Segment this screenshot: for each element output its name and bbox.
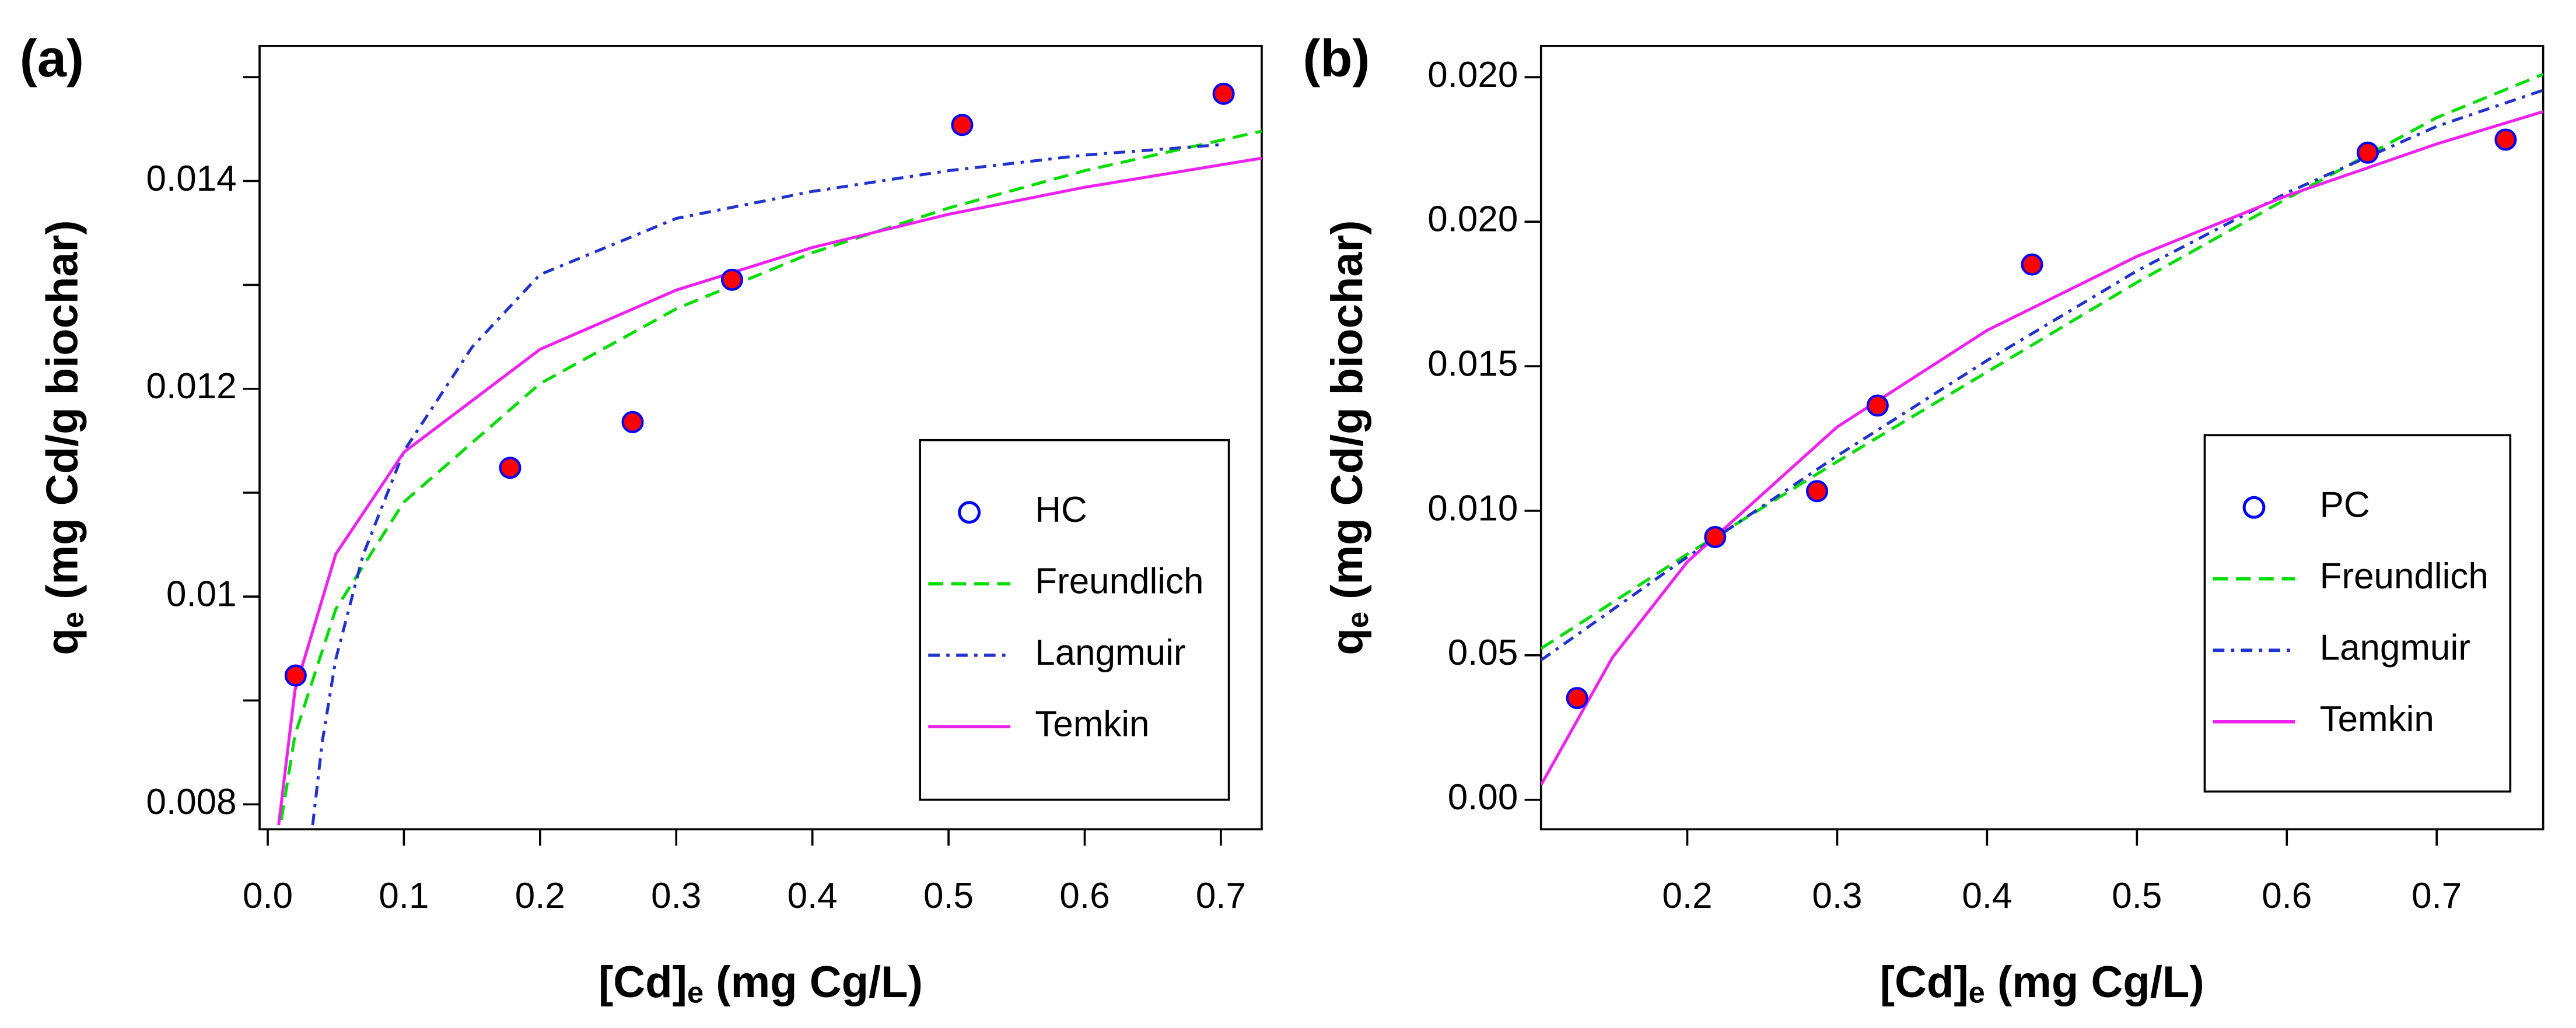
y-tick-label: 0.015 [1427, 343, 1518, 384]
y-tick-label: 0.020 [1427, 55, 1518, 95]
panel-label: (b) [1303, 29, 1370, 88]
fit-line [1541, 110, 2543, 786]
data-point [951, 114, 974, 136]
fit-line [1541, 89, 2543, 662]
x-tick-label: 0.6 [2262, 876, 2312, 916]
y-axis-label: qe (mg Cd/g biochar) [38, 220, 90, 655]
x-tick-label: 0.1 [379, 876, 429, 916]
fit-line [279, 129, 1262, 820]
panel: (b) 0.2 0.3 0.4 0.5 0.6 0.7 0.00 0.05 0.010 0.015 0… [1303, 29, 2544, 1009]
fit-line [1541, 73, 2543, 650]
legend-label: Temkin [1035, 704, 1149, 745]
legend-label: Freundlich [2320, 556, 2488, 597]
x-axis-label: [Cd]e (mg Cg/L) [598, 957, 923, 1009]
axis-label-part: e [687, 976, 704, 1009]
legend-box [919, 438, 1230, 801]
x-tick-label: 0.5 [2112, 876, 2162, 916]
legend: HC Freundlich Langmuir Temkin [919, 438, 1230, 801]
y-tick-label: 0.020 [1427, 199, 1518, 240]
legend-marker [958, 501, 981, 524]
y-tick-label: 0.01 [166, 574, 237, 614]
legend-label: HC [1035, 490, 1087, 530]
fit-line [277, 156, 1262, 826]
data-point [2357, 141, 2379, 164]
data-point [1212, 82, 1235, 105]
axis-label-part: e [1969, 976, 1985, 1009]
legend-box [2203, 434, 2512, 793]
axis-label-part: (mg Cg/L) [1985, 957, 2204, 1007]
x-tick-label: 0.7 [2412, 876, 2462, 916]
x-tick-label: 0.0 [243, 876, 293, 916]
axis-label-part: q [38, 628, 88, 655]
data-point [1704, 526, 1727, 549]
axis-label-part: e [1341, 612, 1374, 628]
legend-label: Langmuir [1035, 633, 1185, 673]
plot-area [1541, 73, 2543, 786]
data-point [1866, 394, 1889, 417]
x-tick-label: 0.3 [1812, 876, 1862, 916]
panel: (a) 0.0 0.1 0.2 0.3 0.4 0.5 0.6 0.7 0.008 0.01 0.01… [20, 29, 1263, 1009]
axis-label-part: (mg Cg/L) [704, 957, 923, 1007]
y-tick-label: 0.00 [1448, 777, 1518, 818]
y-tick-label: 0.010 [1427, 488, 1518, 528]
data-point [2021, 253, 2043, 276]
x-tick-label: 0.4 [788, 876, 838, 916]
data-point [1805, 480, 1829, 503]
data-point [284, 664, 307, 687]
data-point [499, 457, 522, 479]
fit-line [311, 143, 1222, 826]
axis-label-part: [Cd] [598, 957, 687, 1007]
axis-label-part: e [57, 612, 90, 628]
x-tick-label: 0.2 [515, 876, 565, 916]
x-tick-label: 0.7 [1196, 876, 1246, 916]
x-tick-label: 0.5 [923, 876, 974, 916]
x-tick-label: 0.3 [651, 876, 701, 916]
x-axis-label: [Cd]e (mg Cg/L) [1880, 957, 2204, 1009]
y-tick-label: 0.008 [146, 782, 237, 822]
legend-label: PC [2320, 485, 2370, 525]
legend-marker [2242, 496, 2266, 519]
panel-label: (a) [20, 29, 84, 88]
x-tick-label: 0.2 [1662, 876, 1712, 916]
y-tick-label: 0.05 [1448, 633, 1518, 673]
x-tick-label: 0.4 [1962, 876, 2012, 916]
legend-label: Langmuir [2320, 628, 2470, 668]
axis-label-part: (mg Cd/g biochar) [1322, 220, 1372, 611]
legend-label: Freundlich [1035, 562, 1203, 602]
plot-frame [258, 45, 1263, 831]
data-point [621, 411, 644, 433]
axis-label-part: q [1322, 628, 1372, 655]
axis-label-part: [Cd] [1880, 957, 1969, 1007]
y-tick-label: 0.012 [146, 366, 237, 406]
data-point [720, 268, 743, 291]
legend: PC Freundlich Langmuir Temkin [2203, 434, 2512, 793]
axis-label-part: (mg Cd/g biochar) [38, 220, 88, 611]
data-point [1566, 687, 1588, 710]
y-tick-label: 0.014 [146, 159, 237, 199]
x-tick-label: 0.6 [1059, 876, 1110, 916]
y-axis-label: qe (mg Cd/g biochar) [1322, 220, 1374, 655]
plot-area [277, 82, 1262, 826]
legend-label: Temkin [2320, 699, 2434, 739]
plot-frame [1539, 45, 2544, 831]
data-point [2494, 128, 2517, 151]
